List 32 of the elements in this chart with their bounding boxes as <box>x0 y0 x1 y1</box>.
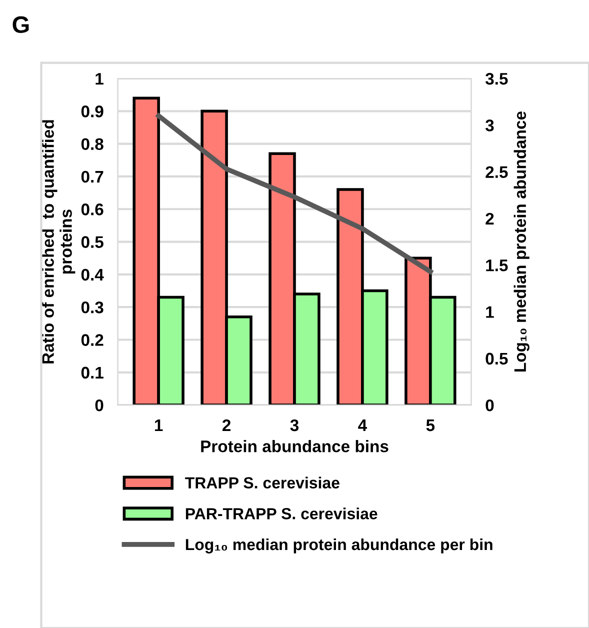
legend-label: TRAPP S. cerevisiae <box>185 476 340 488</box>
y-tick-label: 0 <box>95 399 104 412</box>
y2-tick-label: 2.5 <box>486 166 508 178</box>
y2-tick-label: 3 <box>485 120 494 132</box>
x-axis-title: Protein abundance bins <box>201 440 388 452</box>
y-tick-label: 0.3 <box>81 301 104 314</box>
y-tick-label: 1 <box>96 73 104 85</box>
text: G <box>12 16 29 34</box>
y2-tick-label: 1 <box>486 306 494 318</box>
y-tick-label: 0.5 <box>81 236 104 248</box>
legend-label: PAR-TRAPP S. cerevisiae <box>186 508 378 520</box>
y-axis-title: Ratio of enriched to quantified proteins <box>42 120 76 364</box>
x-tick-label: 1 <box>154 420 163 432</box>
y-tick-label: 0.6 <box>81 204 104 216</box>
y2-tick-label: 1.5 <box>486 260 508 272</box>
x-tick-label: 5 <box>426 420 435 432</box>
y2-tick-label: 2 <box>486 212 494 224</box>
y-tick-label: 0.1 <box>81 366 104 379</box>
y-tick-label: 0.4 <box>81 268 104 281</box>
y-tick-label: 0.7 <box>81 170 104 183</box>
line-series <box>156 113 433 274</box>
y-tick-label: 0.8 <box>81 138 104 150</box>
y-tick-label: 0.9 <box>81 106 104 118</box>
y2-tick-label: 0 <box>486 399 494 412</box>
y2-axis-title: Log₁₀ median protein abundance <box>514 112 530 372</box>
x-tick-label: 4 <box>358 420 368 432</box>
x-tick-label: 2 <box>222 419 231 432</box>
y-tick-label: 0.2 <box>81 334 104 346</box>
legend-label: Log₁₀ median protein abundance per bin <box>186 538 492 554</box>
y2-tick-label: 3.5 <box>485 72 508 85</box>
x-tick-label: 3 <box>290 419 299 432</box>
y2-tick-label: 0.5 <box>486 352 508 365</box>
